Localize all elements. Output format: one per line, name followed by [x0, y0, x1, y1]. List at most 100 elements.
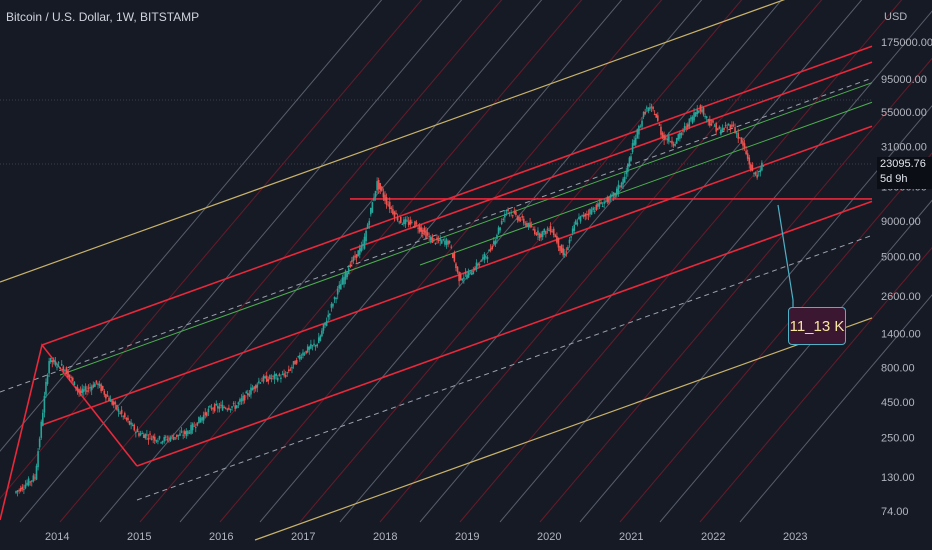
candle-body: [718, 126, 721, 129]
candle-body: [434, 243, 437, 245]
candle-body: [450, 246, 453, 248]
candle-body: [698, 110, 700, 113]
candle-body: [187, 430, 189, 435]
candle-body: [724, 125, 727, 127]
candle-body: [545, 231, 547, 235]
candle-body: [757, 171, 760, 173]
candle-body: [414, 221, 416, 228]
candle-body: [38, 438, 41, 448]
candle-body: [661, 132, 664, 138]
candle-body: [600, 202, 602, 204]
candle-body: [133, 424, 136, 431]
candle-body: [595, 204, 598, 211]
candle-body: [43, 395, 46, 413]
candle-body: [286, 372, 289, 374]
candle-body: [21, 486, 24, 490]
x-tick-label: 2016: [209, 531, 233, 543]
candle-body: [381, 186, 383, 191]
candle-body: [680, 132, 683, 136]
candle-body: [726, 127, 728, 129]
candle-body: [103, 390, 106, 395]
candle-body: [45, 381, 47, 395]
fan-line-red: [539, 57, 932, 523]
candle-body: [243, 395, 246, 401]
candle-body: [598, 202, 601, 207]
candle-body: [554, 234, 557, 238]
fan-line-red: [139, 0, 583, 523]
candle-body: [592, 207, 594, 211]
candlestick-series: [15, 103, 765, 497]
candle-body: [649, 107, 651, 110]
candle-body: [19, 488, 22, 492]
candle-body: [352, 256, 355, 261]
candle-body: [105, 394, 107, 399]
candle-body: [157, 440, 159, 442]
candle-body: [579, 215, 582, 222]
candle-body: [671, 140, 673, 144]
candle-body: [87, 387, 90, 389]
candle-body: [188, 432, 191, 434]
y-tick-label: 9000.00: [881, 216, 921, 228]
y-axis-unit: USD: [884, 11, 907, 23]
candle-body: [704, 116, 706, 118]
candle-body: [746, 153, 749, 159]
candle-body: [406, 220, 408, 222]
candle-body: [399, 216, 402, 223]
candle-body: [245, 391, 248, 394]
candle-body: [371, 202, 374, 213]
fan-line-red: [59, 0, 503, 523]
fan-line-red: [299, 0, 743, 523]
x-tick-label: 2021: [619, 531, 643, 543]
candle-body: [212, 408, 214, 410]
candle-body: [480, 260, 482, 262]
candle-body: [262, 376, 265, 382]
candle-body: [201, 417, 203, 421]
candle-body: [750, 164, 752, 171]
candle-body: [522, 218, 525, 224]
candle-body: [422, 229, 424, 235]
candle-body: [247, 392, 249, 395]
candle-body: [319, 335, 322, 341]
candle-body: [316, 344, 318, 347]
candle-body: [60, 364, 63, 366]
candle-body: [321, 330, 323, 337]
candle-body: [210, 407, 213, 410]
candle-body: [751, 165, 754, 171]
candle-body: [56, 366, 58, 368]
candle-body: [715, 123, 717, 132]
candle-body: [568, 239, 571, 244]
candle-body: [128, 421, 131, 425]
candle-body: [258, 381, 260, 383]
channel-line-dashed: [136, 234, 873, 501]
candle-body: [311, 345, 314, 347]
candle-body: [215, 403, 218, 406]
candle-body: [204, 412, 207, 416]
candle-body: [459, 274, 462, 280]
candle-body: [182, 434, 184, 436]
candle-body: [153, 436, 156, 441]
candle-body: [305, 350, 307, 354]
candle-body: [458, 271, 460, 282]
candle-body: [417, 227, 419, 229]
candle-body: [398, 221, 400, 223]
candle-body: [429, 236, 432, 241]
candle-body: [466, 274, 468, 279]
fan-line: [739, 294, 932, 523]
symbol-title[interactable]: Bitcoin / U.S. Dollar, 1W, BITSTAMP: [6, 10, 200, 24]
candle-body: [65, 367, 68, 375]
candle-body: [297, 356, 300, 358]
candle-body: [191, 423, 194, 431]
x-tick-label: 2015: [127, 531, 151, 543]
candle-body: [420, 227, 423, 232]
candle-body: [289, 369, 292, 371]
candle-body: [740, 137, 743, 143]
price-target-callout[interactable]: 11_13 K: [788, 307, 846, 345]
candle-body: [180, 431, 183, 433]
candle-body: [442, 239, 445, 241]
candle-body: [518, 216, 520, 222]
candle-body: [250, 387, 252, 395]
candle-body: [474, 268, 476, 270]
candle-body: [690, 117, 692, 120]
candle-body: [527, 223, 530, 228]
